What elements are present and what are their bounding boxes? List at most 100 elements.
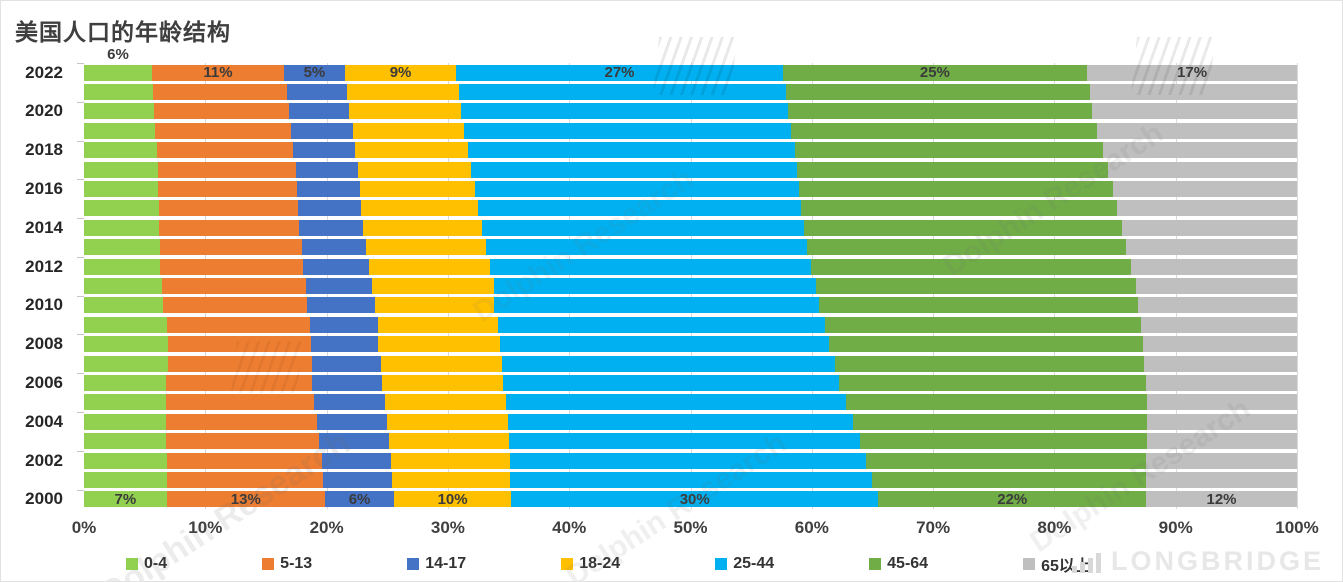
longbridge-logo: LONGBRIDGE xyxy=(1071,548,1324,577)
bar-segment-65以上 xyxy=(1146,394,1297,411)
legend-item-0-4: 0-4 xyxy=(126,555,167,573)
y-axis-tick-label: 2012 xyxy=(25,256,63,276)
bar-segment-14-17 xyxy=(305,277,373,294)
bar-segment-0-4 xyxy=(84,471,167,488)
legend-item-14-17: 14-17 xyxy=(407,555,466,573)
bar-segment-0-4 xyxy=(84,413,167,430)
data-label: 10% xyxy=(437,490,468,508)
bar-segment-65以上 xyxy=(1103,142,1297,159)
stacked-bar-2018 xyxy=(84,142,1297,159)
bar-segment-25-44 xyxy=(498,316,825,333)
bar-segment-25-44 xyxy=(478,200,802,217)
bar-segment-25-44 xyxy=(505,394,847,411)
data-label: 5% xyxy=(303,64,326,82)
stacked-bar-2006 xyxy=(84,374,1297,391)
bar-segment-5-13: 11% xyxy=(151,64,285,81)
bar-segment-65以上 xyxy=(1092,103,1297,120)
y-axis-tick xyxy=(77,256,84,258)
y-axis-tick-label: 2022 xyxy=(25,62,63,82)
bar-segment-18-24 xyxy=(372,277,494,294)
data-label: 17% xyxy=(1177,64,1208,82)
legend-swatch xyxy=(561,558,574,570)
x-axis-tick-label: 40% xyxy=(552,518,587,537)
y-axis-tick-label: 2018 xyxy=(25,140,63,160)
stacked-bar-2003 xyxy=(84,433,1297,450)
data-label: 12% xyxy=(1206,490,1237,508)
bar-segment-25-44 xyxy=(458,84,787,101)
stacked-bar-2017 xyxy=(84,161,1297,178)
bar-row-2010 xyxy=(84,296,1297,315)
bar-segment-0-4 xyxy=(84,84,154,101)
stacked-bar-2008 xyxy=(84,336,1297,353)
bar-segment-14-17: 6% xyxy=(324,491,395,508)
bar-row-2021 xyxy=(84,82,1297,101)
legend-swatch xyxy=(869,558,882,570)
bar-segment-0-4 xyxy=(84,297,163,314)
bar-segment-25-44 xyxy=(474,181,800,198)
bar-segment-0-4 xyxy=(84,433,167,450)
bar-segment-5-13 xyxy=(160,258,304,275)
x-axis-tick-label: 10% xyxy=(188,518,223,537)
bar-segment-0-4 xyxy=(84,374,167,391)
bar-row-2002 xyxy=(84,451,1297,470)
stacked-bar-2015 xyxy=(84,200,1297,217)
stacked-bar-2013 xyxy=(84,239,1297,256)
bar-segment-5-13 xyxy=(157,181,298,198)
bar-segment-45-64 xyxy=(786,84,1090,101)
y-axis-tick xyxy=(77,450,84,452)
bar-segment-18-24 xyxy=(363,219,482,236)
legend-label: 0-4 xyxy=(144,555,168,572)
bar-segment-45-64 xyxy=(811,258,1131,275)
bar-segment-14-17 xyxy=(288,103,350,120)
bar-segment-18-24 xyxy=(368,258,490,275)
bar-segment-0-4 xyxy=(84,258,161,275)
bar-segment-65以上 xyxy=(1116,200,1297,217)
bar-row-2008 xyxy=(84,334,1297,353)
bar-segment-0-4 xyxy=(84,277,162,294)
bar-row-2001 xyxy=(84,470,1297,489)
bar-segment-5-13 xyxy=(166,413,317,430)
bar-segment-65以上 xyxy=(1138,297,1297,314)
bar-segment-45-64 xyxy=(839,374,1146,391)
bar-segment-65以上 xyxy=(1135,277,1297,294)
bar-segment-14-17 xyxy=(291,122,353,139)
bar-row-2011 xyxy=(84,276,1297,295)
bar-segment-45-64 xyxy=(794,142,1104,159)
bar-segment-5-13 xyxy=(161,277,306,294)
bar-segment-25-44 xyxy=(460,103,789,120)
bar-segment-18-24 xyxy=(359,181,475,198)
chart-title: 美国人口的年龄结构 xyxy=(15,19,231,45)
bar-segment-65以上 xyxy=(1143,336,1297,353)
legend-label: 25-44 xyxy=(733,555,775,572)
bar-segment-0-4 xyxy=(84,64,152,81)
bar-segment-0-4: 7% xyxy=(84,491,167,508)
bar-segment-18-24 xyxy=(374,297,495,314)
bar-segment-5-13 xyxy=(153,84,287,101)
bar-segment-18-24 xyxy=(378,336,500,353)
bar-segment-5-13 xyxy=(158,219,300,236)
bar-segment-14-17 xyxy=(311,374,382,391)
stacked-bar-2022: 11% 5% 9% 27% 25% 17% xyxy=(84,64,1297,82)
legend-label: 18-24 xyxy=(579,555,621,572)
bar-segment-14-17 xyxy=(301,239,367,256)
y-axis-tick-label: 2016 xyxy=(25,179,63,199)
bar-segment-65以上 xyxy=(1121,219,1297,236)
bar-row-2022: 11% 5% 9% 27% 25% 17% xyxy=(84,63,1297,82)
bar-segment-5-13 xyxy=(167,355,312,372)
stacked-bar-2014 xyxy=(84,219,1297,236)
bar-segment-14-17 xyxy=(323,471,393,488)
y-axis-tick-label: 2014 xyxy=(25,217,63,237)
bar-segment-65以上: 17% xyxy=(1087,64,1297,82)
bar-segment-65以上 xyxy=(1146,452,1297,469)
bar-segment-25-44 xyxy=(510,471,872,488)
legend-swatch xyxy=(126,558,138,570)
x-axis-tick-label: 60% xyxy=(794,518,829,537)
bar-segment-14-17 xyxy=(298,200,361,217)
stacked-bar-2001 xyxy=(84,471,1297,488)
bar-segment-14-17 xyxy=(295,161,358,178)
bar-segment-18-24 xyxy=(391,452,511,469)
bar-segment-0-4 xyxy=(84,239,161,256)
bar-row-2005 xyxy=(84,393,1297,412)
stacked-bar-2009 xyxy=(84,316,1297,333)
